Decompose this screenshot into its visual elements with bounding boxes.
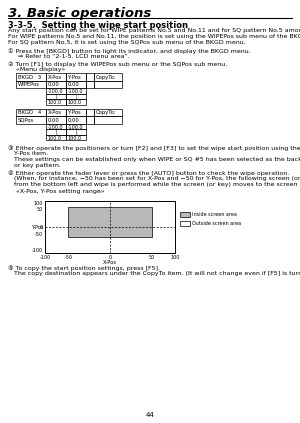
Text: |: | (75, 94, 77, 99)
Text: 0.00: 0.00 (68, 82, 79, 87)
Bar (45, 201, 175, 253)
Bar (66, 88, 86, 93)
Text: Any start position can be set for WIPE patterns No.5 and No.11 and for SQ patter: Any start position can be set for WIPE p… (8, 28, 300, 33)
Bar (86, 73, 94, 80)
Bar (46, 99, 66, 104)
Text: |: | (55, 129, 57, 135)
Bar (66, 124, 86, 129)
Text: These settings can be established only when WIPE or SQ #5 has been selected as t: These settings can be established only w… (8, 157, 300, 162)
Bar (66, 93, 86, 99)
Bar (94, 109, 122, 116)
Bar (66, 73, 86, 80)
Bar (46, 124, 66, 129)
Text: ④ Either operate the fader lever or press the [AUTO] button to check the wipe op: ④ Either operate the fader lever or pres… (8, 170, 289, 176)
Text: BKGD   3: BKGD 3 (17, 74, 41, 80)
Text: 0.00: 0.00 (47, 118, 59, 123)
Text: «Menu display»: «Menu display» (16, 67, 65, 72)
Text: |: | (55, 94, 57, 99)
Bar (46, 135, 66, 140)
Text: ⇒ Refer to “2-1-5. LCD menu area”.: ⇒ Refer to “2-1-5. LCD menu area”. (12, 54, 130, 59)
Bar (46, 109, 66, 116)
Bar (86, 109, 94, 116)
Bar (66, 129, 86, 135)
Text: 3. Basic operations: 3. Basic operations (8, 7, 151, 20)
Bar (16, 80, 46, 88)
Text: ② Turn [F1] to display the WIPEPos sub menu or the SQPos sub menu.: ② Turn [F1] to display the WIPEPos sub m… (8, 61, 227, 66)
Text: Y·Pos: Y·Pos (68, 74, 81, 80)
Text: 50: 50 (37, 207, 43, 212)
Text: The copy destination appears under the CopyTo item. (It will not change even if : The copy destination appears under the C… (8, 271, 300, 276)
Text: Y·Pos: Y·Pos (68, 110, 81, 115)
Bar (94, 73, 122, 80)
Text: 44: 44 (146, 412, 154, 418)
Text: -50: -50 (35, 232, 43, 237)
Text: For SQ pattern No.5, it is set using the SQPos sub menu of the BKGD menu.: For SQ pattern No.5, it is set using the… (8, 40, 246, 45)
Text: 100: 100 (170, 255, 180, 259)
Bar (16, 109, 46, 116)
Text: X-Pos: X-Pos (103, 260, 117, 265)
Text: ⑤ To copy the start position settings, press [F5].: ⑤ To copy the start position settings, p… (8, 265, 160, 271)
Text: CopyTo:: CopyTo: (95, 110, 116, 115)
Bar (180, 212, 190, 217)
Bar (46, 73, 66, 80)
Bar (180, 221, 190, 225)
Bar (94, 80, 122, 88)
Text: X·Pos: X·Pos (47, 110, 61, 115)
Text: 100.0: 100.0 (47, 100, 61, 105)
Text: 100.0: 100.0 (68, 135, 82, 140)
Text: ·100.0: ·100.0 (68, 89, 83, 94)
Bar (66, 116, 86, 124)
Text: from the bottom left and wipe is performed while the screen (or key) moves to th: from the bottom left and wipe is perform… (8, 182, 300, 187)
Text: For WIPE patterns No.5 and No.11, the position is set using the WIPEPos sub menu: For WIPE patterns No.5 and No.11, the po… (8, 34, 300, 39)
Text: 100.0: 100.0 (47, 135, 61, 140)
Text: (When, for instance, −50 has been set for X-Pos and −50 for Y-Pos, the following: (When, for instance, −50 has been set fo… (8, 176, 300, 181)
Text: X·Pos: X·Pos (47, 74, 61, 80)
Text: ① Press the [BKGD] button to light its indicator, and display the BKGD menu.: ① Press the [BKGD] button to light its i… (8, 48, 251, 54)
Bar (46, 80, 66, 88)
Text: Inside screen area: Inside screen area (192, 212, 237, 217)
Text: 100.0: 100.0 (68, 100, 82, 105)
Text: 0.00: 0.00 (47, 82, 59, 87)
Bar (46, 88, 66, 93)
Text: CopyTo:: CopyTo: (95, 74, 116, 80)
Text: Outside screen area: Outside screen area (192, 221, 241, 225)
Text: |: | (75, 129, 77, 135)
Bar (16, 116, 46, 124)
Bar (86, 116, 94, 124)
Text: BKGD   4: BKGD 4 (17, 110, 41, 115)
Text: 50: 50 (148, 255, 155, 259)
Bar (94, 116, 122, 124)
Text: ·100.0: ·100.0 (68, 124, 83, 129)
Text: or key pattern.: or key pattern. (8, 163, 61, 168)
Text: «X-Pos, Y-Pos setting range»: «X-Pos, Y-Pos setting range» (16, 189, 104, 194)
Bar (16, 73, 46, 80)
Text: WIPEPos: WIPEPos (17, 82, 40, 87)
Text: 0: 0 (40, 225, 43, 230)
Bar (46, 116, 66, 124)
Bar (46, 129, 66, 135)
Text: ③ Either operate the positioners or turn [F2] and [F3] to set the wipe start pos: ③ Either operate the positioners or turn… (8, 145, 300, 151)
Bar (66, 109, 86, 116)
Bar (86, 80, 94, 88)
Text: ·100.0: ·100.0 (47, 124, 63, 129)
Bar (68, 207, 152, 237)
Text: Y-Pos: Y-Pos (31, 225, 44, 230)
Text: 3-3-5.  Setting the wipe start position: 3-3-5. Setting the wipe start position (8, 21, 188, 30)
Text: ·100.0: ·100.0 (47, 89, 63, 94)
Bar (46, 93, 66, 99)
Text: Y-Pos item.: Y-Pos item. (8, 151, 48, 156)
Bar (66, 99, 86, 104)
Text: SQPos: SQPos (17, 118, 34, 123)
Bar (66, 80, 86, 88)
Bar (66, 135, 86, 140)
Text: -100: -100 (32, 248, 43, 253)
Text: 0.00: 0.00 (68, 118, 79, 123)
Text: 0: 0 (108, 255, 112, 259)
Text: -50: -50 (64, 255, 72, 259)
Text: 100: 100 (34, 201, 43, 206)
Text: -100: -100 (39, 255, 51, 259)
